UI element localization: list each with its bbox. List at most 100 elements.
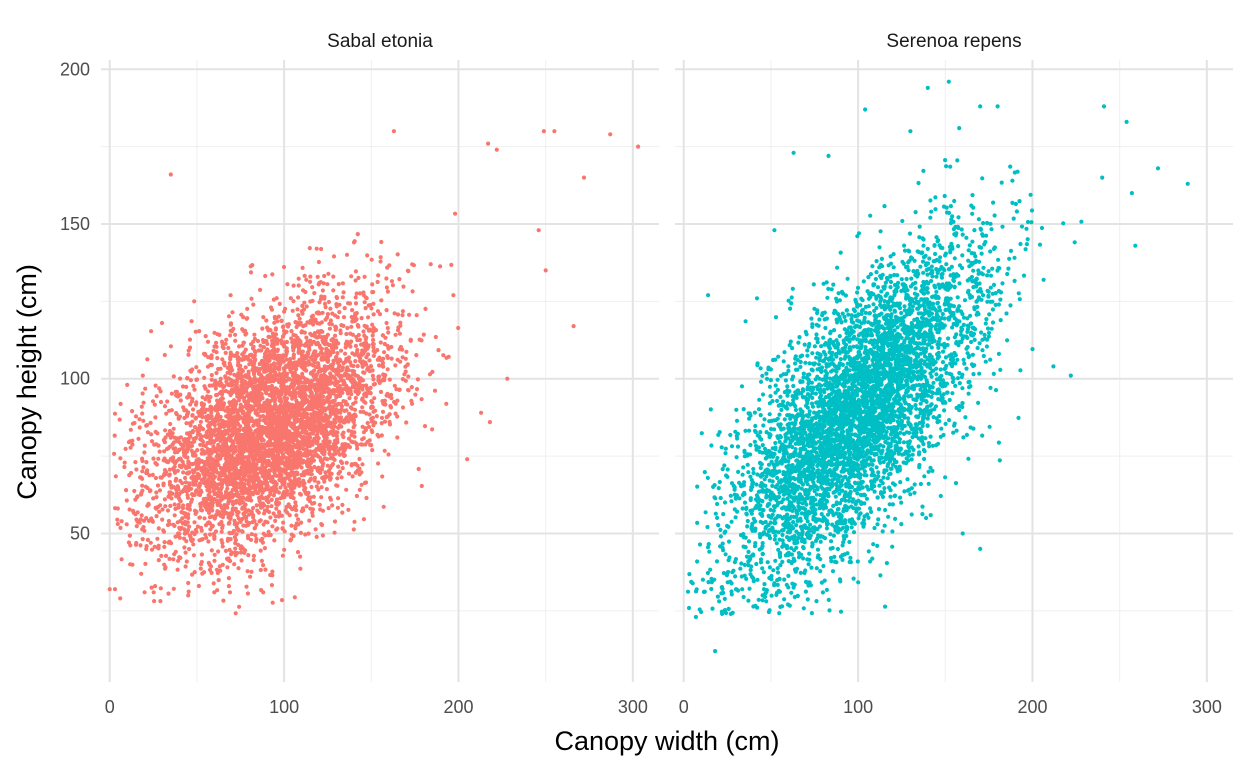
data-point xyxy=(259,485,264,490)
data-point xyxy=(140,483,145,488)
data-point xyxy=(384,320,389,326)
data-point xyxy=(300,303,305,308)
data-point xyxy=(195,448,200,453)
data-point xyxy=(258,372,263,377)
data-point xyxy=(365,367,370,372)
data-point xyxy=(343,351,348,356)
data-point xyxy=(253,475,258,480)
data-point xyxy=(326,299,331,305)
data-point xyxy=(188,368,193,373)
data-point xyxy=(331,456,336,461)
data-point xyxy=(166,540,171,545)
data-point xyxy=(190,428,195,434)
data-point xyxy=(239,558,244,563)
data-point xyxy=(333,333,338,338)
data-point xyxy=(201,468,206,473)
data-point xyxy=(370,373,375,378)
data-point xyxy=(207,481,212,486)
data-point xyxy=(232,535,237,540)
data-point xyxy=(293,394,298,399)
data-point xyxy=(331,391,336,396)
data-point xyxy=(272,351,277,356)
data-point xyxy=(183,475,188,481)
data-point xyxy=(128,562,133,567)
data-point xyxy=(133,460,138,465)
data-point xyxy=(409,398,414,403)
data-point xyxy=(249,296,254,301)
data-point xyxy=(177,392,182,397)
data-point xyxy=(150,518,155,523)
data-point xyxy=(414,313,419,318)
data-point xyxy=(280,324,285,330)
data-point xyxy=(171,446,176,451)
data-point xyxy=(168,421,173,427)
data-point xyxy=(220,544,225,549)
data-point xyxy=(190,396,195,402)
data-point xyxy=(453,211,458,216)
data-point xyxy=(251,557,256,563)
data-point xyxy=(211,445,216,450)
data-point xyxy=(226,576,231,581)
data-point xyxy=(415,377,420,382)
data-point xyxy=(159,553,164,559)
data-point xyxy=(271,339,276,344)
data-point xyxy=(224,420,229,425)
data-point xyxy=(273,386,278,391)
data-point xyxy=(141,418,146,423)
data-point xyxy=(400,405,406,410)
data-point xyxy=(294,324,299,330)
data-point xyxy=(140,527,145,532)
data-point xyxy=(197,423,202,428)
data-point xyxy=(142,450,147,455)
data-point xyxy=(397,387,402,392)
data-point xyxy=(328,407,333,412)
data-point xyxy=(293,500,298,505)
data-point xyxy=(136,436,141,441)
data-point xyxy=(334,354,339,359)
data-point xyxy=(236,398,241,403)
data-point xyxy=(436,348,441,353)
data-point xyxy=(242,505,247,510)
data-point xyxy=(122,464,127,470)
data-point xyxy=(267,354,272,359)
data-point xyxy=(248,574,253,579)
data-point xyxy=(233,332,238,337)
data-point xyxy=(154,394,159,399)
data-point xyxy=(367,412,372,417)
data-point xyxy=(416,466,421,472)
data-point xyxy=(261,563,266,568)
data-point xyxy=(378,255,383,260)
data-point xyxy=(196,485,201,490)
data-point xyxy=(284,349,290,354)
data-point xyxy=(309,391,314,396)
data-point xyxy=(338,331,343,336)
data-point xyxy=(190,572,195,577)
data-point xyxy=(223,341,228,346)
data-point xyxy=(419,397,424,402)
data-point xyxy=(156,526,161,531)
data-point xyxy=(390,283,395,288)
data-point xyxy=(320,288,325,293)
data-point xyxy=(243,426,248,431)
data-point xyxy=(210,383,215,388)
data-point xyxy=(181,442,186,447)
data-point xyxy=(327,440,332,445)
data-point xyxy=(215,588,220,593)
data-point xyxy=(364,335,369,340)
data-point xyxy=(297,477,302,482)
data-point xyxy=(257,442,262,448)
data-point xyxy=(295,335,300,340)
data-point xyxy=(318,468,323,473)
data-point xyxy=(235,453,240,459)
data-point xyxy=(327,342,333,348)
data-point xyxy=(190,492,195,498)
data-point xyxy=(398,323,403,328)
data-point xyxy=(167,408,172,413)
data-point xyxy=(290,425,296,431)
data-point xyxy=(371,337,376,343)
data-point xyxy=(210,523,215,529)
data-point xyxy=(169,432,175,437)
data-point xyxy=(175,520,180,525)
data-point xyxy=(260,474,265,479)
data-point xyxy=(200,500,205,505)
